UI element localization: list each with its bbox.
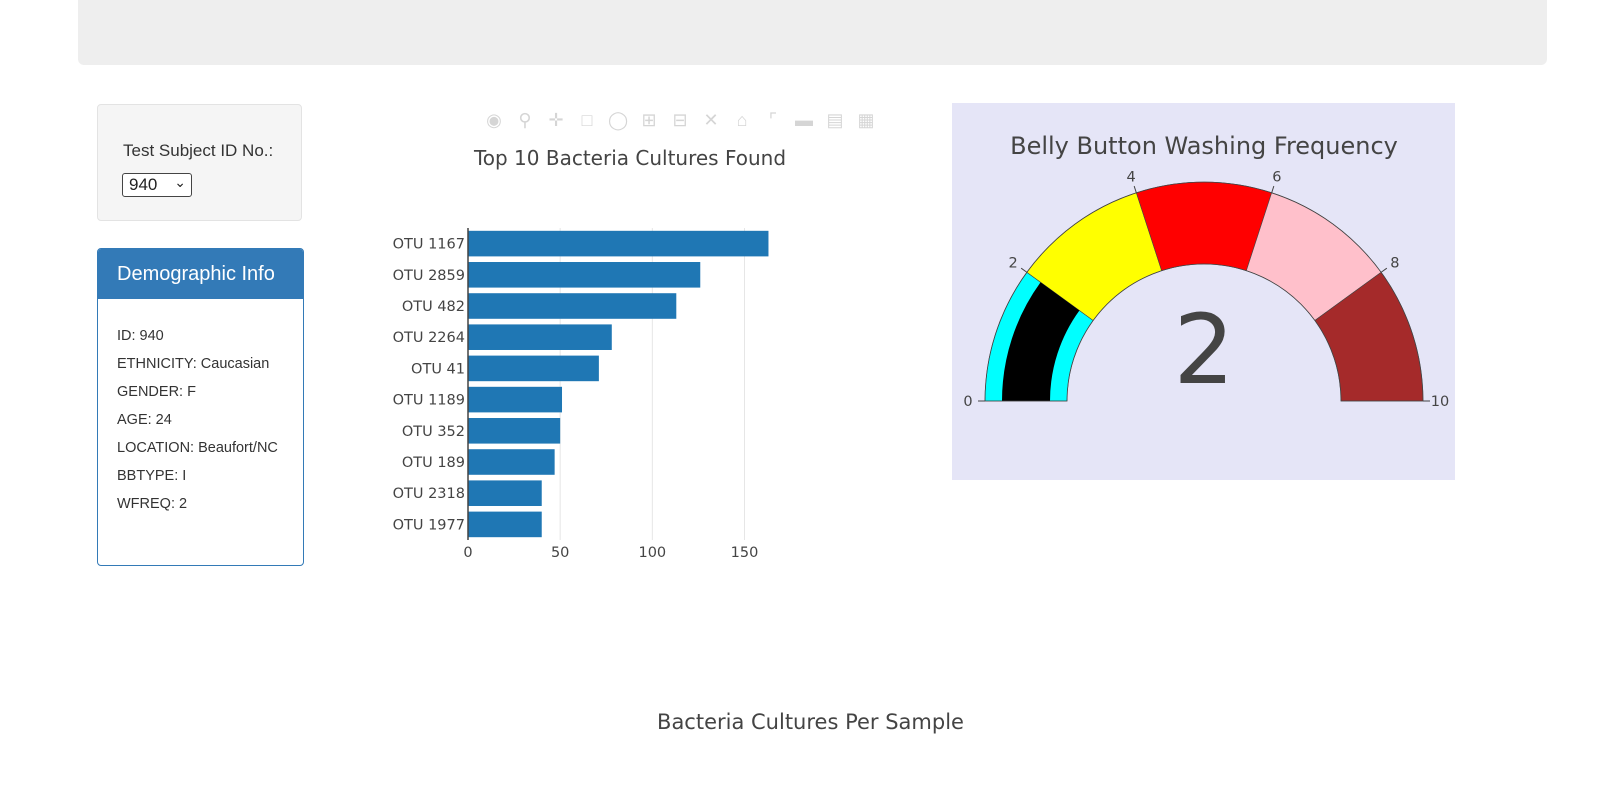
gauge-tick-label: 6 — [1272, 170, 1281, 186]
bar-y-tick-label: OTU 352 — [402, 424, 465, 440]
subject-select-panel: Test Subject ID No.: 940 ⌄ — [97, 104, 302, 221]
bar-mark[interactable] — [468, 418, 561, 444]
zoom-out-icon[interactable]: ⊟ — [672, 110, 688, 130]
bar-x-tick-label: 150 — [731, 545, 759, 561]
chevron-down-icon: ⌄ — [174, 174, 186, 190]
gauge-tick — [1133, 185, 1137, 193]
bar-y-tick-label: OTU 189 — [402, 455, 465, 471]
bar-x-tick-label: 0 — [463, 545, 472, 561]
demo-age: AGE: 24 — [117, 412, 172, 428]
bar-y-tick-label: OTU 482 — [402, 299, 465, 315]
demographic-info-heading: Demographic Info — [98, 249, 303, 299]
bar-y-tick-label: OTU 1189 — [393, 393, 465, 409]
box-select-icon[interactable]: □ — [581, 110, 593, 130]
bar-mark[interactable] — [468, 355, 599, 382]
zoom-in-icon[interactable]: ⊞ — [641, 110, 657, 130]
bar-y-tick-label: OTU 2318 — [393, 486, 465, 502]
gauge-outline — [984, 181, 1424, 402]
demo-wfreq: WFREQ: 2 — [117, 496, 188, 512]
bar-mark[interactable] — [468, 449, 555, 475]
gauge-tick — [1380, 267, 1388, 273]
gauge-value-bar — [1002, 282, 1080, 401]
subject-id-selected-value: 940 — [129, 175, 158, 194]
bar-y-tick-label: OTU 1167 — [393, 237, 465, 253]
demographic-info-body: ID: 940 ETHNICITY: Caucasian GENDER: F A… — [98, 299, 303, 512]
demo-location: LOCATION: Beaufort/NC — [117, 440, 278, 456]
bar-chart-title: Top 10 Bacteria Cultures Found — [473, 146, 786, 170]
reset-axes-icon[interactable]: ⌂ — [736, 110, 748, 130]
bar-mark[interactable] — [468, 386, 563, 413]
plotly-logo-icon[interactable]: ▦ — [857, 110, 875, 130]
bar-y-tick-label: OTU 41 — [411, 361, 465, 377]
demographic-info-panel: Demographic Info ID: 940 ETHNICITY: Cauc… — [97, 248, 304, 566]
gauge-chart-title: Belly Button Washing Frequency — [1010, 132, 1398, 160]
gauge-tick-label: 2 — [1008, 255, 1017, 271]
bar-mark[interactable] — [468, 480, 542, 506]
bar-y-tick-label: OTU 2264 — [393, 330, 465, 346]
gauge-value-label: 2 — [1173, 294, 1234, 406]
autoscale-icon[interactable]: ✕ — [703, 110, 719, 130]
camera-icon[interactable]: ◉ — [486, 110, 502, 130]
header-jumbotron — [78, 0, 1547, 65]
bar-chart: Top 10 Bacteria Cultures Found 0 50 100 150… — [393, 146, 786, 561]
bar-mark[interactable] — [468, 511, 542, 538]
bar-y-tick-label: OTU 1977 — [393, 517, 465, 533]
demo-bbtype: BBTYPE: I — [117, 468, 187, 484]
gauge-tick-label: 8 — [1390, 255, 1399, 271]
pan-icon[interactable]: ✛ — [548, 110, 564, 130]
gauge-chart: Belly Button Washing Frequency 2 0 2 4 6 8 10 — [963, 132, 1449, 410]
gauge-tick-label: 4 — [1126, 170, 1135, 186]
lasso-icon[interactable]: ◯ — [608, 110, 629, 130]
gauge-tick-label: 10 — [1431, 394, 1449, 410]
gauge-tick — [1271, 185, 1275, 193]
zoom-icon[interactable]: ⚲ — [518, 110, 532, 130]
bar-x-tick-label: 50 — [551, 545, 569, 561]
plot-modebar: ◉ ⚲ ✛ □ ◯ ⊞ ⊟ ✕ ⌂ ⌜ ▬ ▤ ▦ — [484, 108, 914, 132]
hover-closest-icon[interactable]: ▬ — [795, 110, 813, 130]
gauge-tick — [1020, 267, 1028, 273]
demo-gender: GENDER: F — [117, 384, 196, 400]
bar-mark[interactable] — [468, 230, 769, 257]
bar-mark[interactable] — [468, 293, 677, 319]
demo-id: ID: 940 — [117, 328, 164, 344]
bar-mark[interactable] — [468, 324, 612, 350]
subject-select-label: Test Subject ID No.: — [123, 141, 274, 160]
hover-compare-icon[interactable]: ▤ — [826, 110, 844, 130]
subject-id-dropdown[interactable]: 940 ⌄ — [122, 173, 192, 197]
gauge-tick-label: 0 — [963, 394, 972, 410]
bar-x-tick-label: 100 — [638, 545, 666, 561]
bar-y-tick-label: OTU 2859 — [393, 268, 465, 284]
bubble-chart-title: Bacteria Cultures Per Sample — [657, 710, 964, 734]
demo-ethnicity: ETHNICITY: Caucasian — [117, 356, 270, 372]
spike-lines-icon[interactable]: ⌜ — [768, 110, 778, 130]
bar-mark[interactable] — [468, 262, 701, 288]
